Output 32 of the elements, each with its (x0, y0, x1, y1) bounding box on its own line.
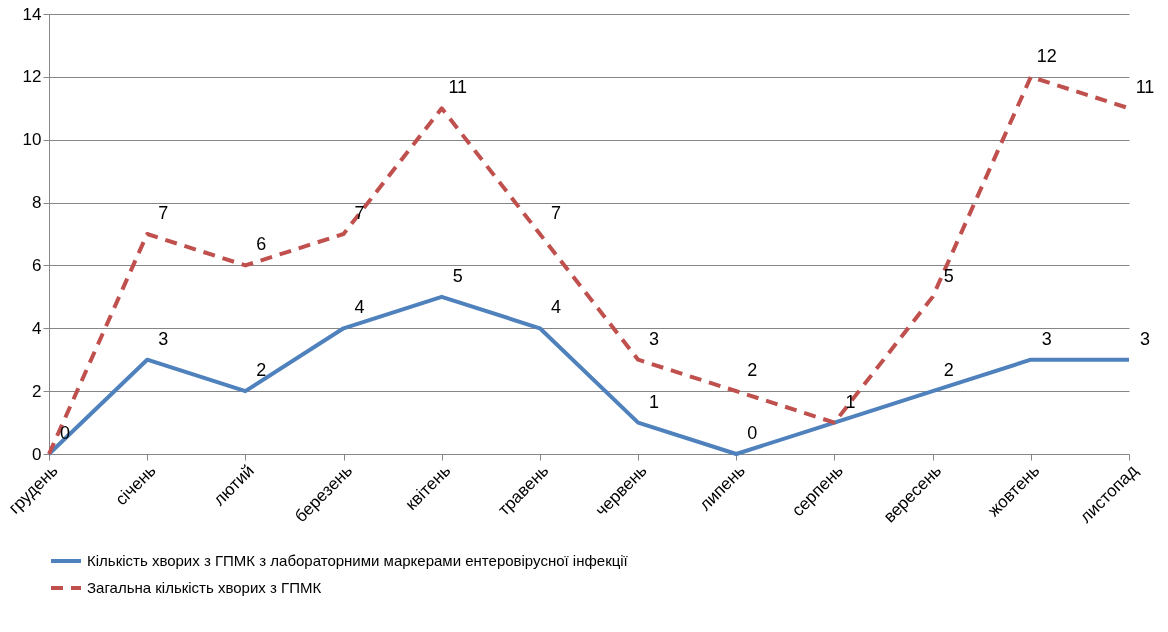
data-label: 12 (1036, 45, 1057, 66)
line-series (47, 294, 1131, 456)
y-tick-label: 6 (32, 255, 42, 275)
data-label: 3 (1139, 328, 1151, 349)
y-tick-label: 0 (32, 444, 42, 464)
data-label: 7 (158, 203, 169, 223)
data-label: 4 (354, 297, 365, 318)
data-label: 2 (747, 360, 758, 381)
legend-label: Загальна кількість хворих з ГПМК (87, 579, 322, 596)
data-label: 2 (256, 360, 267, 381)
y-tick-label: 10 (22, 130, 42, 150)
data-label: 11 (448, 77, 468, 98)
data-label: 2 (943, 360, 954, 381)
y-tick-label: 4 (32, 318, 42, 338)
data-label: 3 (1041, 328, 1052, 349)
y-tick-label: 2 (32, 381, 42, 401)
y-tick-label: 12 (22, 67, 42, 87)
data-label: 1 (845, 391, 856, 412)
data-label: 7 (354, 203, 365, 223)
data-label: 3 (649, 328, 660, 349)
legend-label: Кількість хворих з ГПМК з лабораторними маркерами ентеровірусної інфекції (87, 552, 629, 569)
data-label: 5 (452, 265, 463, 286)
y-tick-label: 8 (32, 193, 42, 213)
data-label: 1 (649, 391, 660, 412)
data-label: 11 (1135, 77, 1155, 98)
data-label: 7 (550, 203, 561, 223)
data-label: 4 (550, 297, 561, 318)
y-tick-label: 14 (22, 4, 42, 24)
data-label: 5 (943, 265, 954, 286)
data-label: 3 (158, 328, 169, 349)
data-label: 0 (747, 423, 758, 443)
data-label: 6 (256, 234, 267, 255)
